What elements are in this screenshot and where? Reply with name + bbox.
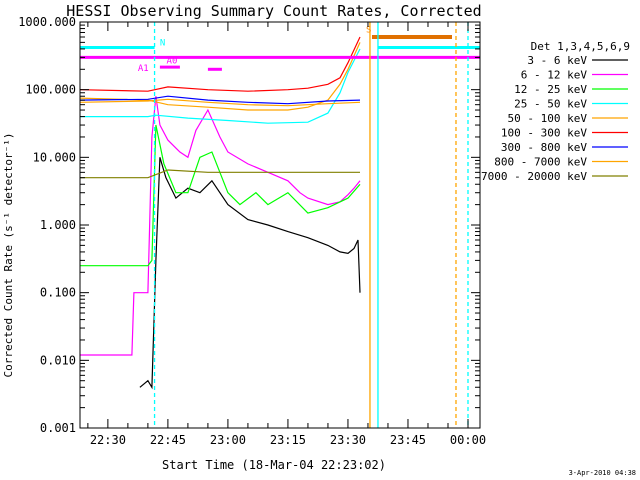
y-tick-label: 0.010 (40, 353, 76, 367)
y-tick-label: 1.000 (40, 218, 76, 232)
series-line-6 (80, 95, 361, 105)
series-line-3 (80, 48, 361, 124)
legend-label-4: 50 - 100 keV (508, 112, 588, 125)
series-layer (80, 36, 361, 390)
y-tick-label: 0.100 (40, 286, 76, 300)
x-tick-label: 23:15 (270, 433, 306, 447)
legend-label-5: 100 - 300 keV (501, 127, 587, 140)
flag-label-2: A0 (167, 56, 178, 66)
x-axis-label: Start Time (18-Mar-04 22:23:02) (162, 458, 386, 472)
series-line-1 (80, 96, 361, 356)
x-tick-label: 23:00 (210, 433, 246, 447)
plot-frame (79, 21, 481, 429)
y-tick-label: 10.000 (33, 150, 76, 164)
series-line-7 (80, 98, 361, 107)
y-tick-label: 0.001 (40, 421, 76, 435)
chart-title: HESSI Observing Summary Count Rates, Cor… (66, 2, 481, 20)
flag-label-3: S (366, 25, 371, 35)
legend-label-8: 7000 - 20000 keV (481, 170, 587, 183)
flags-group (80, 22, 480, 428)
legend-title: Det 1,3,4,5,6,9 (531, 40, 630, 53)
ticks-layer: 0.001 0.010 0.100 1.000 10.000 100.000 1000.00… (18, 15, 486, 447)
x-tick-label: 22:30 (90, 433, 126, 447)
x-tick-label: 23:30 (330, 433, 366, 447)
timestamp: 3-Apr-2010 04:38 (569, 469, 636, 477)
series-line-5 (80, 36, 361, 92)
legend-label-7: 800 - 7000 keV (494, 156, 587, 169)
legend-label-3: 25 - 50 keV (514, 98, 587, 111)
series-group (80, 36, 361, 390)
series-line-2 (80, 124, 361, 267)
x-tick-label: 22:45 (150, 433, 186, 447)
series-line-0 (139, 157, 361, 390)
legend-label-1: 6 - 12 keV (521, 69, 588, 82)
y-tick-label: 100.000 (25, 83, 76, 97)
y-axis-label: Corrected Count Rate (s⁻¹ detector⁻¹) (2, 132, 15, 377)
x-tick-label: 23:45 (390, 433, 426, 447)
x-tick-label: 00:00 (450, 433, 486, 447)
series-line-4 (80, 42, 361, 111)
flags-layer: N A1 A0 S (80, 22, 480, 428)
flag-label-1: A1 (138, 64, 149, 74)
legend-label-2: 12 - 25 keV (514, 83, 587, 96)
series-line-8 (80, 169, 360, 179)
legend-label-6: 300 - 800 keV (501, 141, 587, 154)
flag-label-0: N (160, 38, 165, 48)
legend-label-0: 3 - 6 keV (527, 54, 587, 67)
y-tick-label: 1000.000 (18, 15, 76, 29)
